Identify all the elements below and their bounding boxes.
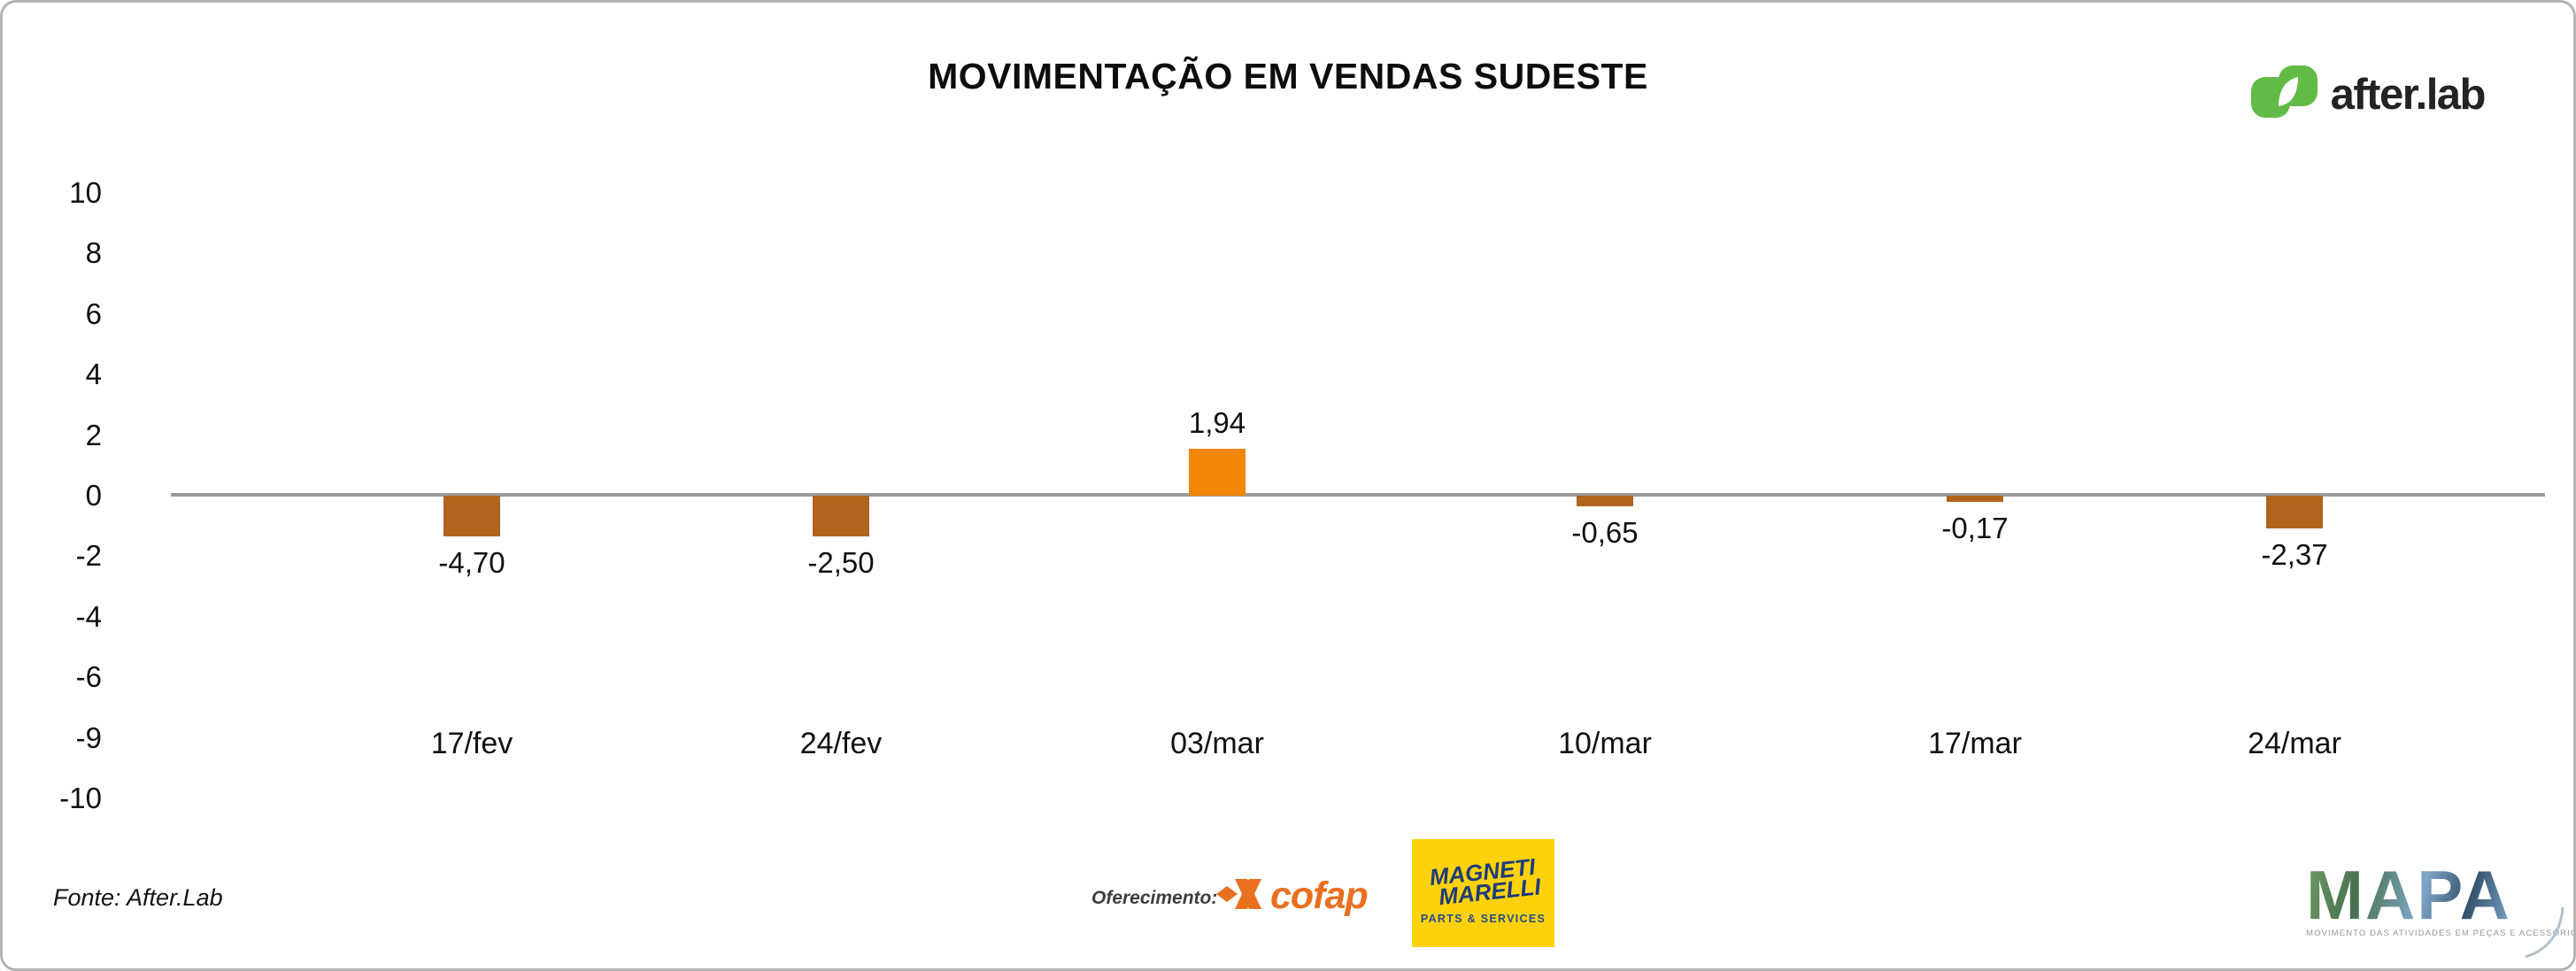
cofap-wordmark: cofap bbox=[1270, 875, 1369, 917]
bar-value-label: -2,50 bbox=[807, 546, 875, 579]
page-title: MOVIMENTAÇÃO EM VENDAS SUDESTE bbox=[928, 56, 1648, 96]
mapa-wordmark: MAPA bbox=[2306, 860, 2573, 929]
y-axis-tick: 4 bbox=[85, 358, 102, 391]
zero-axis-line bbox=[171, 493, 2545, 497]
x-axis-label: 17/mar bbox=[1928, 727, 2022, 760]
y-axis-tick: -10 bbox=[59, 782, 102, 814]
x-axis-label: 24/mar bbox=[2248, 727, 2341, 760]
bar bbox=[2266, 496, 2323, 528]
cofap-emblem-icon bbox=[1214, 874, 1265, 919]
y-axis-tick: -4 bbox=[75, 599, 102, 633]
y-axis-tick: 8 bbox=[85, 236, 102, 270]
x-axis-label: 10/mar bbox=[1558, 727, 1652, 760]
afterlab-logo: after.lab bbox=[2250, 65, 2487, 124]
y-axis-tick: -6 bbox=[75, 660, 102, 694]
mapa-tagline: MOVIMENTO DAS ATIVIDADES EM PEÇAS E ACES… bbox=[2306, 929, 2576, 938]
source-note: Fonte: After.Lab bbox=[53, 884, 223, 911]
y-axis-tick: -2 bbox=[75, 539, 102, 573]
magneti-marelli-wordmark: MAGNETI MARELLI bbox=[1425, 852, 1542, 909]
bar-value-label: -4,70 bbox=[438, 546, 505, 579]
bar bbox=[1947, 496, 2003, 502]
x-axis-label: 03/mar bbox=[1170, 727, 1264, 760]
magneti-marelli-tagline: PARTS & SERVICES bbox=[1420, 912, 1546, 925]
bar bbox=[1577, 496, 1633, 506]
sponsor-label: Oferecimento: bbox=[1091, 888, 1218, 908]
y-axis-tick: -9 bbox=[75, 721, 102, 754]
cofap-logo: cofap bbox=[1214, 874, 1369, 919]
y-axis-tick: 2 bbox=[85, 418, 102, 451]
y-axis-tick: 10 bbox=[69, 176, 102, 209]
swoosh-decoration-icon bbox=[2522, 905, 2566, 963]
afterlab-leaf-icon bbox=[2250, 65, 2318, 124]
bar bbox=[1189, 449, 1246, 496]
mapa-logo: MAPA MOVIMENTO DAS ATIVIDADES EM PEÇAS E… bbox=[2306, 860, 2576, 938]
bar-value-label: -0,17 bbox=[1941, 512, 2009, 544]
x-axis-label: 24/fev bbox=[799, 727, 883, 760]
bar-value-label: -0,65 bbox=[1571, 516, 1639, 549]
afterlab-wordmark: after.lab bbox=[2330, 70, 2487, 119]
bar-value-label: -2,37 bbox=[2261, 538, 2328, 571]
y-axis-tick: 0 bbox=[85, 479, 102, 512]
x-axis-label: 17/fev bbox=[430, 727, 513, 760]
bar-value-label: 1,94 bbox=[1188, 406, 1246, 439]
bar bbox=[443, 496, 500, 536]
y-axis-tick: 6 bbox=[85, 297, 102, 330]
magneti-marelli-logo: MAGNETI MARELLI PARTS & SERVICES bbox=[1412, 839, 1554, 947]
bar bbox=[813, 496, 869, 536]
